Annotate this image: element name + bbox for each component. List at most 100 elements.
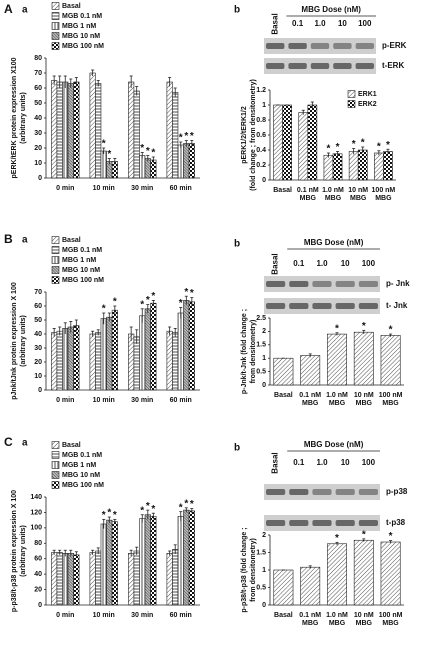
blot-band bbox=[312, 303, 332, 309]
significance-mark: * bbox=[179, 133, 183, 144]
x-tick-label: 100 nM MBG bbox=[379, 392, 403, 407]
legend-swatch bbox=[51, 2, 60, 10]
bar bbox=[51, 80, 58, 179]
blot-band bbox=[266, 520, 286, 526]
y-tick-label: 60 bbox=[34, 85, 42, 92]
y-tick-label: 1 bbox=[262, 567, 266, 574]
x-tick-label: 0.1 nM MBG bbox=[299, 612, 321, 627]
bar bbox=[357, 149, 368, 181]
legend-label: ERK2 bbox=[358, 101, 377, 108]
y-tick-label: 1 bbox=[262, 355, 266, 362]
blot-band bbox=[358, 489, 378, 495]
blot-band bbox=[310, 63, 330, 69]
y-tick-label: 30 bbox=[34, 345, 42, 352]
bar bbox=[177, 515, 184, 606]
legend-swatch bbox=[51, 246, 60, 254]
bar bbox=[383, 151, 393, 181]
bar bbox=[298, 112, 309, 181]
y-tick-label: 2 bbox=[262, 328, 266, 335]
y-axis-label: (arbitrary units) bbox=[20, 525, 27, 577]
y-tick-label: 0.2 bbox=[256, 162, 266, 169]
y-tick-label: 140 bbox=[30, 494, 42, 501]
bar bbox=[56, 552, 63, 606]
blot-lane-label: 100 bbox=[358, 19, 372, 28]
y-axis-label: (fold change ; from densitometry) bbox=[250, 79, 257, 191]
bar bbox=[323, 154, 334, 181]
blot-band bbox=[289, 281, 309, 287]
blot-band bbox=[310, 43, 330, 49]
y-tick-label: 120 bbox=[30, 509, 42, 516]
significance-mark: * bbox=[335, 323, 339, 334]
y-tick-label: 40 bbox=[34, 331, 42, 338]
y-tick-label: 0 bbox=[38, 175, 42, 182]
significance-mark: * bbox=[190, 499, 194, 510]
bar bbox=[106, 519, 113, 606]
blot-band bbox=[358, 520, 378, 526]
y-axis-label: from densitometry) bbox=[250, 320, 257, 384]
blot-lane-label: 10 bbox=[338, 19, 347, 28]
bar bbox=[73, 81, 80, 179]
x-tick-label: 1.0 nM MBG bbox=[326, 392, 348, 407]
blot-lane-label: 0.1 bbox=[292, 19, 304, 28]
subpanel-label: a bbox=[22, 5, 28, 16]
significance-mark: * bbox=[151, 148, 155, 159]
y-tick-label: 0.6 bbox=[256, 132, 266, 139]
blot-band bbox=[289, 489, 309, 495]
bar bbox=[106, 316, 113, 391]
legend-swatch bbox=[51, 441, 60, 449]
significance-mark: * bbox=[140, 299, 144, 310]
legend-swatch bbox=[51, 42, 60, 50]
blot-band bbox=[358, 303, 378, 309]
legend-swatch bbox=[51, 481, 60, 489]
y-axis-label: p-p38/t-p38 protein expression X 100 bbox=[11, 490, 18, 612]
bar bbox=[172, 332, 179, 391]
significance-mark: * bbox=[107, 508, 111, 519]
blot-lane-label: 1.0 bbox=[314, 19, 326, 28]
significance-mark: * bbox=[146, 146, 150, 157]
bar bbox=[67, 553, 74, 606]
y-tick-label: 2 bbox=[262, 532, 266, 539]
significance-mark: * bbox=[107, 149, 111, 160]
legend-swatch bbox=[51, 266, 60, 274]
legend-label: MBG 10 nM bbox=[62, 267, 100, 274]
bar bbox=[183, 143, 190, 179]
y-tick-label: 50 bbox=[34, 317, 42, 324]
bar bbox=[51, 552, 58, 606]
bar bbox=[56, 330, 63, 391]
bar bbox=[133, 90, 140, 179]
bar bbox=[273, 357, 294, 386]
blot-band bbox=[266, 281, 286, 287]
bar bbox=[348, 151, 359, 181]
y-tick-label: 40 bbox=[34, 571, 42, 578]
bar bbox=[62, 553, 69, 606]
significance-mark: * bbox=[336, 142, 340, 153]
blot-band bbox=[333, 63, 352, 69]
blot-title: MBG Dose (nM) bbox=[304, 440, 364, 449]
bar bbox=[128, 333, 135, 391]
blot-band bbox=[266, 63, 285, 69]
y-tick-label: 10 bbox=[34, 160, 42, 167]
x-tick-label: 1.0 nM MBG bbox=[326, 612, 348, 627]
bar bbox=[166, 330, 173, 391]
subpanel-label: a bbox=[22, 438, 28, 449]
significance-mark: * bbox=[184, 287, 188, 298]
x-tick-label: 10 nM MBG bbox=[354, 392, 374, 407]
y-tick-label: 20 bbox=[34, 145, 42, 152]
x-tick-label: 30 min bbox=[131, 612, 153, 619]
bar bbox=[177, 144, 184, 179]
x-tick-label: 10 nM MBG bbox=[354, 612, 374, 627]
significance-mark: * bbox=[179, 298, 183, 309]
significance-mark: * bbox=[184, 498, 188, 509]
x-tick-label: 60 min bbox=[170, 612, 192, 619]
y-tick-label: 0 bbox=[262, 602, 266, 609]
legend-label: Basal bbox=[62, 237, 81, 244]
bar bbox=[95, 550, 102, 606]
significance-mark: * bbox=[362, 529, 366, 540]
y-axis-label: pERK1/2/tERK1/2 bbox=[241, 106, 248, 164]
blot-lane-label: 1.0 bbox=[316, 259, 328, 268]
y-tick-label: 60 bbox=[34, 303, 42, 310]
subpanel-label: b bbox=[234, 239, 240, 250]
y-axis-label: pERK/tERK protein expression X100 bbox=[11, 57, 18, 178]
y-tick-label: 0.5 bbox=[256, 368, 266, 375]
legend-label: MGB 0.1 nM bbox=[62, 452, 102, 459]
